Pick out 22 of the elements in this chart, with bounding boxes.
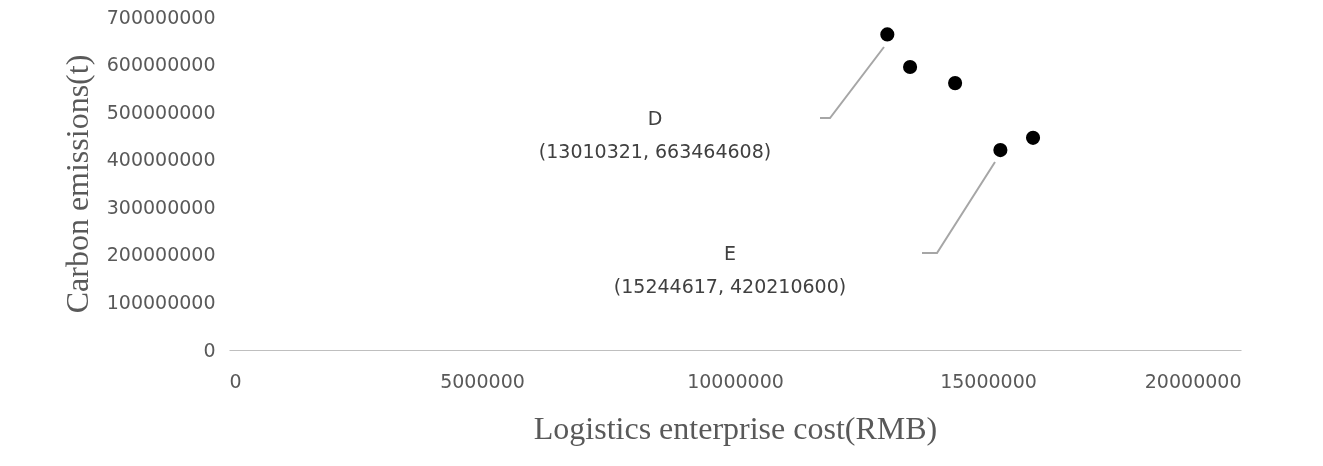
point: [880, 27, 895, 42]
y-tick-label: 700000000: [106, 5, 216, 28]
y-tick-label: 600000000: [106, 53, 216, 76]
x-tick-label: 15000000: [940, 369, 1037, 392]
y-tick-label: 400000000: [106, 148, 216, 171]
x-tick-label: 0: [229, 369, 242, 392]
y-tick-label: 200000000: [106, 243, 216, 266]
point: [903, 59, 918, 75]
annotation: E (15244617, 420210600): [613, 242, 847, 297]
x-tick-label: 20000000: [1144, 369, 1242, 392]
point: [1025, 130, 1041, 145]
x-tick-label: 10000000: [687, 369, 784, 392]
y-tick-label: 100000000: [106, 290, 216, 313]
y-axis-title: Carbon emissions(t): [58, 54, 95, 314]
y-tick-label: 0: [203, 338, 216, 361]
y-tick-label: 300000000: [106, 195, 216, 218]
y-tick-label: 500000000: [106, 100, 216, 123]
x-tick-label: 5000000: [440, 369, 525, 392]
point: [993, 143, 1008, 158]
x-axis-title: Logistics enterprise cost(RMB): [533, 409, 938, 446]
annotation: D (13010321, 663464608): [538, 107, 772, 162]
point: [948, 76, 963, 91]
